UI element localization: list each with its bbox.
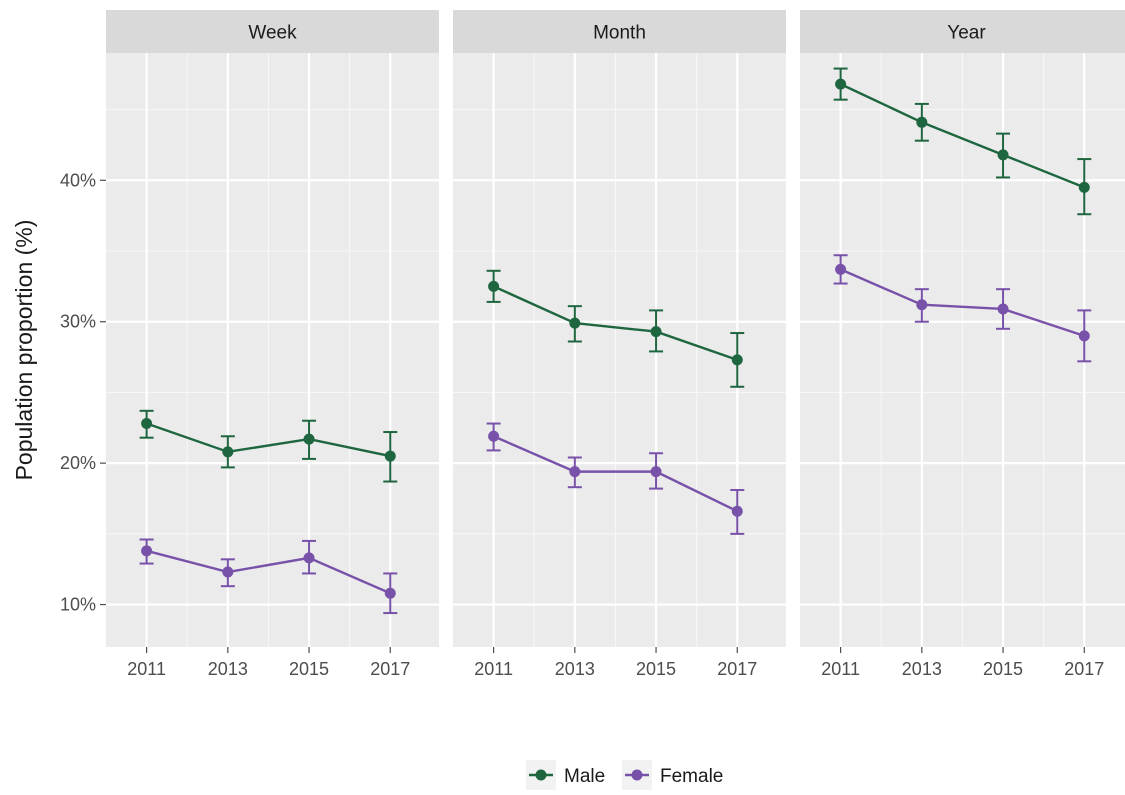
- legend-key-point: [535, 769, 547, 781]
- data-point: [569, 466, 581, 478]
- x-tick-label: 2017: [1064, 659, 1104, 679]
- series-line: [493, 285, 738, 362]
- y-axis: 10% 20% 30% 40% Population proportion (%): [11, 170, 106, 615]
- data-point: [569, 317, 581, 329]
- series-line: [146, 422, 391, 458]
- facet-strip: [453, 10, 786, 53]
- data-point: [222, 566, 234, 578]
- data-point: [835, 263, 847, 275]
- x-tick-label: 2015: [983, 659, 1023, 679]
- data-point: [303, 552, 315, 564]
- x-tick-label: 2013: [208, 659, 248, 679]
- facet-strip-label: Year: [947, 23, 986, 44]
- legend-item-male: Male: [526, 760, 605, 790]
- x-tick-label: 2011: [127, 659, 166, 679]
- series-male: [833, 67, 1092, 216]
- series-line: [840, 83, 1085, 189]
- series-female: [139, 538, 398, 615]
- data-point: [488, 280, 500, 292]
- data-point: [731, 505, 743, 517]
- facet-panel-month: Month 2011 2013 2015 2017: [453, 10, 786, 679]
- data-point: [222, 446, 234, 458]
- legend-label: Male: [564, 766, 605, 787]
- facet-panel-year: Year 2011 2013 2015 2017: [800, 10, 1125, 679]
- series-line: [840, 268, 1085, 337]
- data-point: [1078, 181, 1090, 193]
- x-tick-label: 2013: [902, 659, 942, 679]
- data-point: [141, 545, 153, 557]
- data-point: [835, 78, 847, 90]
- legend-label: Female: [660, 766, 723, 787]
- y-tick-label: 30%: [60, 312, 96, 332]
- panel-background: [106, 53, 439, 647]
- data-point: [650, 466, 662, 478]
- data-point: [384, 587, 396, 599]
- x-tick-label: 2015: [636, 659, 676, 679]
- y-tick-label: 40%: [60, 170, 96, 190]
- series-male: [139, 409, 398, 483]
- data-point: [997, 303, 1009, 315]
- facet-strip: [800, 10, 1125, 53]
- series-male: [486, 269, 745, 388]
- data-point: [141, 418, 153, 430]
- data-point: [303, 433, 315, 445]
- x-tick-label: 2011: [821, 659, 860, 679]
- x-tick-label: 2011: [474, 659, 513, 679]
- data-point: [384, 450, 396, 462]
- data-point: [916, 299, 928, 311]
- x-tick-label: 2013: [555, 659, 595, 679]
- series-line: [493, 435, 738, 513]
- data-point: [1078, 330, 1090, 342]
- y-tick-label: 10%: [60, 595, 96, 615]
- facet-strip-label: Week: [248, 23, 297, 44]
- y-axis-title: Population proportion (%): [11, 220, 37, 481]
- x-tick-label: 2017: [717, 659, 757, 679]
- series-female: [486, 422, 745, 535]
- legend: Male Female: [526, 760, 723, 790]
- facet-panel-week: Week 2011 2013 2015 2017: [106, 10, 439, 679]
- y-tick-label: 20%: [60, 453, 96, 473]
- data-point: [731, 354, 743, 366]
- data-point: [650, 326, 662, 338]
- series-female: [833, 254, 1092, 363]
- facet-strip: [106, 10, 439, 53]
- data-point: [997, 149, 1009, 161]
- data-point: [488, 430, 500, 442]
- x-tick-label: 2015: [289, 659, 329, 679]
- data-point: [916, 116, 928, 128]
- panel-background: [453, 53, 786, 647]
- series-line: [146, 549, 391, 595]
- legend-key-point: [631, 769, 643, 781]
- facet-strip-label: Month: [593, 23, 646, 44]
- x-tick-label: 2017: [370, 659, 410, 679]
- legend-item-female: Female: [622, 760, 723, 790]
